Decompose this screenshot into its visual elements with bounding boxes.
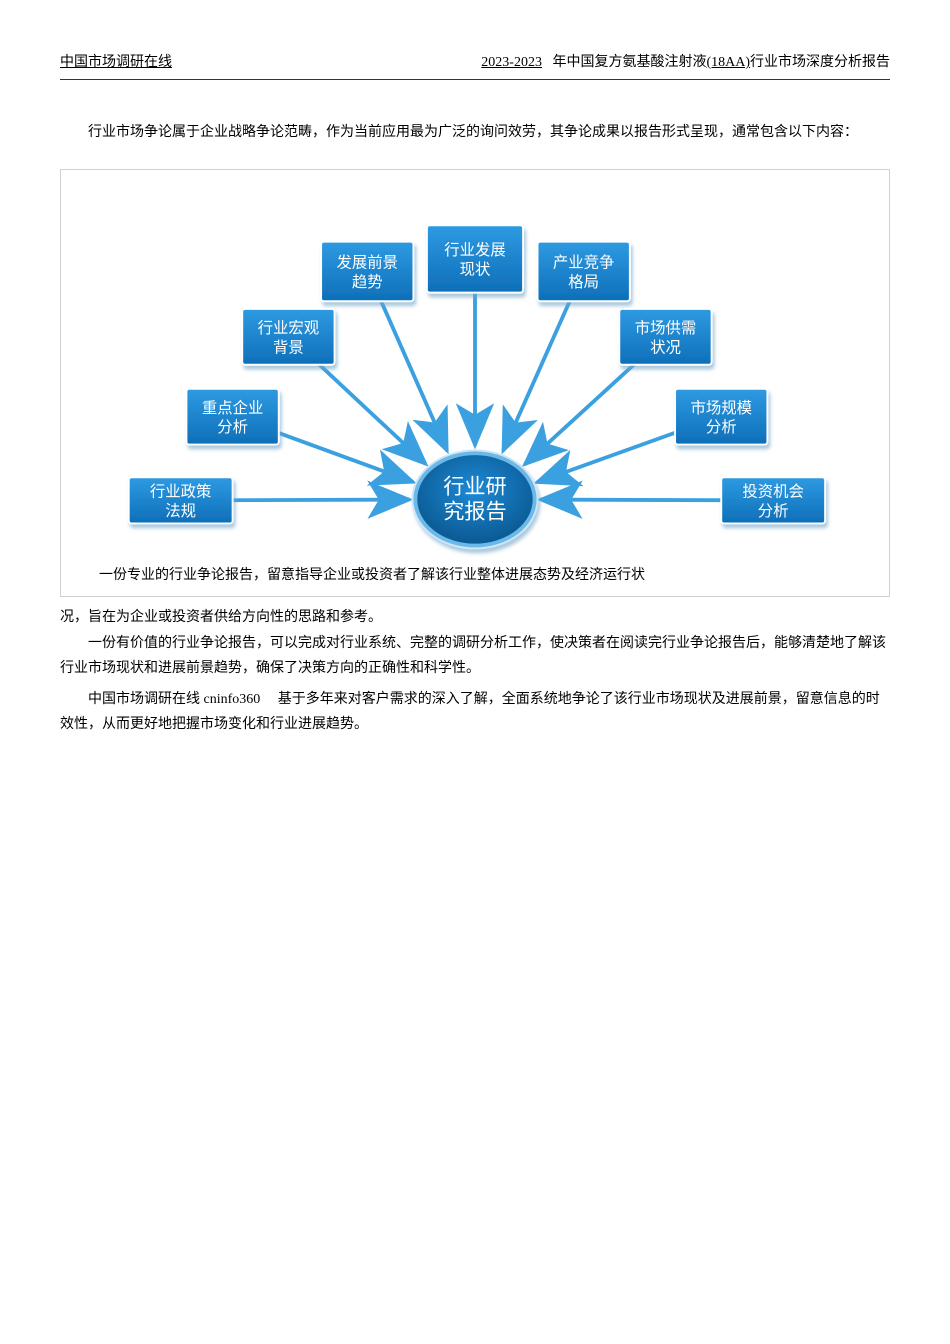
diagram-node: 重点企业分析 xyxy=(186,389,278,445)
node-label-2: 分析 xyxy=(758,502,789,520)
diagram-caption-line1: 一份专业的行业争论报告，留意指导企业或投资者了解该行业整体进展态势及经济运行状 xyxy=(71,563,879,588)
node-label-1: 发展前景 xyxy=(337,254,399,272)
header-left: 中国市场调研在线 xyxy=(60,50,172,75)
node-label-1: 行业宏观 xyxy=(258,319,319,337)
node-label-1: 行业政策 xyxy=(150,483,212,501)
header-rule xyxy=(60,79,890,80)
diagram-container: 行业研 究报告 行业发展现状发展前景趋势产业竞争格局行业宏观背景市场供需状况重点… xyxy=(60,169,890,597)
intro-paragraph: 行业市场争论属于企业战略争论范畴，作为当前应用最为广泛的询问效劳，其争论成果以报… xyxy=(60,120,890,145)
header-prefix: 年中国复方氨基酸注射液 xyxy=(552,55,706,70)
hub-label-1: 行业研 xyxy=(443,475,506,499)
node-label-1: 市场规模 xyxy=(690,399,752,417)
node-label-2: 现状 xyxy=(460,261,491,279)
diagram-node: 行业发展现状 xyxy=(427,226,523,293)
node-label-1: 投资机会 xyxy=(742,483,804,501)
node-label-2: 背景 xyxy=(273,339,304,357)
diagram-node: 投资机会分析 xyxy=(721,478,825,524)
diagram-node: 行业宏观背景 xyxy=(242,309,334,365)
node-label-2: 分析 xyxy=(706,418,737,436)
node-label-1: 产业竞争 xyxy=(553,254,615,272)
diagram-node: 市场规模分析 xyxy=(675,389,767,445)
node-label-2: 状况 xyxy=(650,339,681,357)
header-right: 2023-2023 年中国复方氨基酸注射液(18AA)行业市场深度分析报告 xyxy=(481,50,890,75)
header-year: 2023-2023 xyxy=(481,55,542,70)
connector-line xyxy=(503,295,572,451)
industry-report-diagram: 行业研 究报告 行业发展现状发展前景趋势产业竞争格局行业宏观背景市场供需状况重点… xyxy=(71,182,879,567)
hub-node: 行业研 究报告 xyxy=(412,450,539,550)
diagram-caption-line2: 况，旨在为企业或投资者供给方向性的思路和参考。 xyxy=(60,605,890,630)
para3-prefix: 中国市场调研在线 cninfo360 xyxy=(88,692,260,707)
hub-label-2: 究报告 xyxy=(443,500,506,524)
node-label-2: 分析 xyxy=(217,418,248,436)
connector-line xyxy=(307,353,426,464)
page-header: 中国市场调研在线 2023-2023 年中国复方氨基酸注射液(18AA)行业市场… xyxy=(60,50,890,79)
paragraph-3: 中国市场调研在线 cninfo360 基于多年来对客户需求的深入了解，全面系统地… xyxy=(60,687,890,737)
node-label-1: 重点企业 xyxy=(202,399,263,417)
header-suffix: 行业市场深度分析报告 xyxy=(750,55,890,70)
diagram-node: 行业政策法规 xyxy=(129,478,233,524)
node-label-2: 法规 xyxy=(165,502,196,520)
node-label-1: 行业发展 xyxy=(444,241,506,259)
header-product: (18AA) xyxy=(706,55,750,70)
paragraph-2: 一份有价值的行业争论报告，可以完成对行业系统、完整的调研分析工作，使决策者在阅读… xyxy=(60,631,890,681)
diagram-node: 发展前景趋势 xyxy=(321,242,413,302)
node-label-1: 市场供需 xyxy=(635,319,697,337)
diagram-node: 产业竞争格局 xyxy=(538,242,630,302)
node-label-2: 趋势 xyxy=(352,273,383,291)
diagram-node: 市场供需状况 xyxy=(619,309,711,365)
node-label-2: 格局 xyxy=(568,273,599,291)
